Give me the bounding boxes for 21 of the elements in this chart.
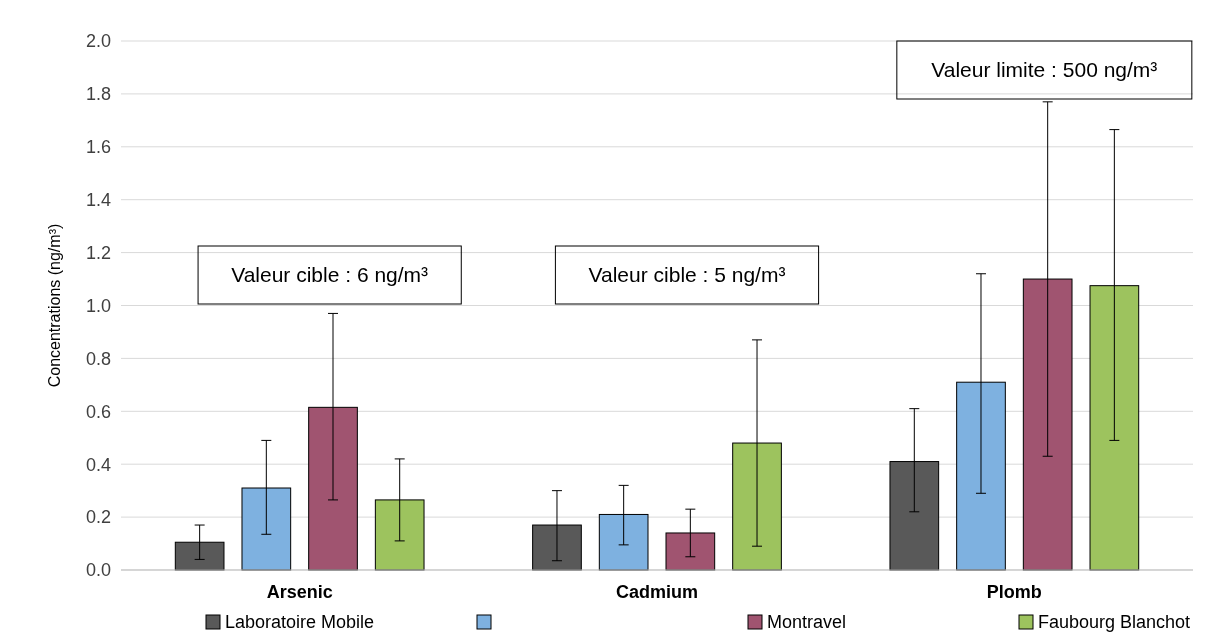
x-tick-label: Arsenic bbox=[266, 582, 333, 602]
y-tick-label: 1.6 bbox=[85, 137, 111, 158]
legend-label: Laboratoire Mobile bbox=[225, 612, 375, 633]
x-tick-label: Cadmium bbox=[615, 582, 699, 602]
y-tick-label: 1.4 bbox=[85, 190, 111, 210]
y-tick-label: 1.2 bbox=[85, 242, 111, 263]
annotation: Valeur cible : 6 ng/m³ bbox=[231, 263, 429, 287]
y-tick-label: 0.8 bbox=[85, 348, 111, 369]
annotation: Valeur limite : 500 ng/m³ bbox=[931, 58, 1158, 82]
legend-label: Montravel bbox=[767, 612, 847, 633]
y-tick-label: 0.2 bbox=[85, 507, 111, 528]
y-tick-label: 1.0 bbox=[85, 295, 111, 316]
legend-label: Faubourg Blanchot bbox=[1038, 612, 1191, 633]
y-axis-title: Concentrations (ng/m³) bbox=[46, 223, 63, 388]
y-tick-label: 0.0 bbox=[85, 560, 111, 581]
x-tick-label: Plomb bbox=[986, 582, 1042, 602]
y-tick-label: 1.8 bbox=[85, 84, 111, 105]
annotation: Valeur cible : 5 ng/m³ bbox=[588, 263, 786, 287]
y-tick-label: 2.0 bbox=[85, 31, 111, 52]
y-tick-label: 0.4 bbox=[85, 454, 111, 475]
y-tick-label: 0.6 bbox=[85, 401, 111, 422]
